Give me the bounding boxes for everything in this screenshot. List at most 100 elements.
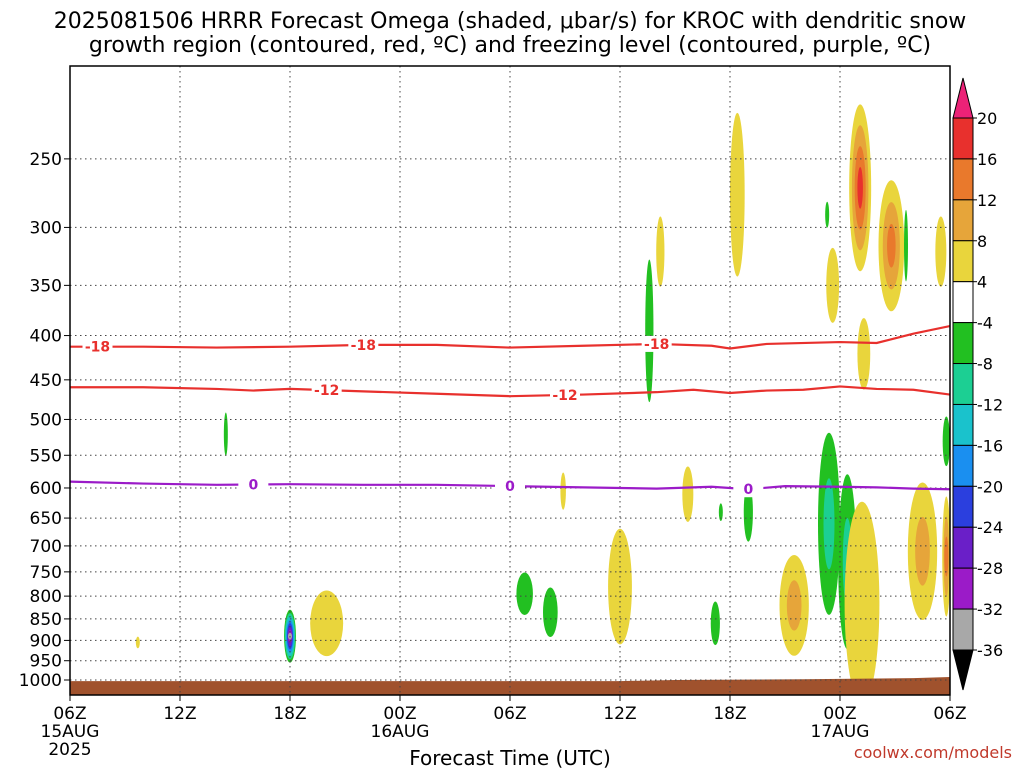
y-tick-label: 350: [30, 276, 62, 296]
y-tick-label: 700: [30, 537, 62, 557]
colorbar-label: 16: [977, 150, 997, 169]
colorbar-swatch: [952, 567, 974, 610]
colorbar-label: 8: [977, 232, 987, 251]
contour-label-bg: [733, 481, 764, 498]
chart-title-line-1: 2025081506 HRRR Forecast Omega (shaded, …: [54, 9, 967, 34]
plot-area: -18 -18 -18 -12 -12 0 0 0: [69, 65, 951, 696]
omega-cell: [818, 432, 840, 615]
contour-label-bg: [238, 476, 269, 493]
omega-cell: [730, 112, 745, 277]
x-tick-label: 18Z: [273, 704, 306, 724]
omega-cell-layer: [135, 636, 140, 649]
omega-cell: [656, 216, 665, 287]
x-tick-label: 06Z: [493, 704, 526, 724]
omega-cell-layer: [887, 223, 896, 268]
colorbar-label: 4: [977, 273, 987, 292]
colorbar-swatch: [952, 281, 974, 324]
omega-cell-layer: [718, 503, 723, 522]
omega-cell: [849, 104, 872, 272]
grid-lines: [69, 66, 951, 695]
x-tick-label: 00Z: [823, 704, 856, 724]
contour-label: -18: [644, 337, 669, 353]
contour-label-bg: [82, 338, 113, 355]
contour--18: -18 -18 -18: [70, 324, 950, 356]
omega-cell-layer: [310, 590, 344, 657]
y-axis-pressure: 2503003504004505005506006507007508008509…: [19, 150, 70, 691]
colorbar-swatch: [952, 158, 974, 201]
contour-line: [70, 385, 950, 398]
y-tick-label: 850: [30, 610, 62, 630]
omega-cell: [682, 466, 694, 522]
colorbar-swatch-top: [952, 77, 974, 119]
omega-cell: [779, 555, 809, 656]
x-tick-sublabel: 17AUG: [811, 722, 870, 742]
x-axis-label: Forecast Time (UTC): [409, 746, 611, 768]
x-tick-label: 12Z: [603, 704, 636, 724]
y-tick-label: 500: [30, 410, 62, 430]
contour-label: -18: [351, 338, 376, 354]
colorbar-swatch: [952, 403, 974, 446]
omega-cell: [560, 472, 566, 510]
y-tick-label: 600: [30, 479, 62, 499]
omega-cell: [743, 482, 753, 542]
omega-cell: [863, 653, 868, 664]
omega-cell: [543, 587, 558, 637]
y-tick-label: 450: [30, 371, 62, 391]
omega-cell-layer: [935, 216, 947, 287]
omega-cell: [844, 501, 880, 695]
contour-label-bg: [311, 382, 342, 399]
omega-cell: [710, 601, 720, 646]
omega-cell: [310, 590, 344, 657]
colorbar-swatch: [952, 485, 974, 528]
omega-cell: [942, 496, 950, 617]
x-tick-label: 18Z: [713, 704, 746, 724]
omega-cell: [825, 201, 830, 228]
colorbar-label: -4: [977, 314, 993, 333]
y-tick-label: 1000: [19, 671, 62, 691]
omega-cell-layer: [743, 482, 753, 542]
contour-label: -12: [552, 388, 577, 404]
y-tick-label: 250: [30, 150, 62, 170]
contour-line: [70, 324, 950, 350]
y-tick-label: 950: [30, 652, 62, 672]
colorbar-swatch: [952, 608, 974, 651]
colorbar-label: -20: [977, 477, 1003, 496]
omega-cell: [516, 572, 533, 616]
colorbar-label: 12: [977, 191, 997, 210]
y-tick-label: 300: [30, 218, 62, 238]
omega-cell-layer: [560, 472, 566, 510]
colorbar-label: -8: [977, 355, 993, 374]
omega-cell-layer: [710, 601, 720, 646]
y-tick-label: 800: [30, 587, 62, 607]
x-tick-label: 06Z: [53, 704, 86, 724]
x-tick-sublabel: 2025: [48, 740, 91, 760]
chart-title-line-2: growth region (contoured, red, ºC) and f…: [89, 33, 931, 58]
x-tick-label: 12Z: [163, 704, 196, 724]
omega-shading: [135, 104, 950, 695]
colorbar-label: -36: [977, 641, 1003, 660]
omega-cell-layer: [645, 259, 654, 403]
omega-cell-layer: [823, 478, 835, 570]
contour-label-bg: [641, 335, 672, 352]
y-tick-label: 900: [30, 631, 62, 651]
colorbar-swatch: [952, 526, 974, 569]
omega-cell-layer: [863, 653, 868, 664]
colorbar-swatch: [952, 240, 974, 283]
omega-cell: [135, 636, 140, 649]
x-tick-label: 06Z: [933, 704, 966, 724]
x-tick-label: 00Z: [383, 704, 416, 724]
omega-cell: [645, 259, 654, 403]
colorbar-label: 20: [977, 109, 997, 128]
omega-cell-layer: [786, 580, 802, 631]
omega-cell-layer: [826, 247, 840, 323]
omega-cell-layer: [844, 501, 880, 695]
omega-cell: [907, 482, 938, 621]
omega-cell: [935, 216, 947, 287]
plot-frame: [69, 65, 951, 696]
contour-label: 0: [505, 479, 515, 495]
omega-cell: [904, 210, 908, 282]
contour-label: 0: [743, 482, 753, 498]
colorbar: 20 16 12 8 4 -4 -8 -12 -16 -20 -24 -28 -32 -36: [952, 77, 1003, 691]
contour-label: -12: [314, 383, 339, 399]
